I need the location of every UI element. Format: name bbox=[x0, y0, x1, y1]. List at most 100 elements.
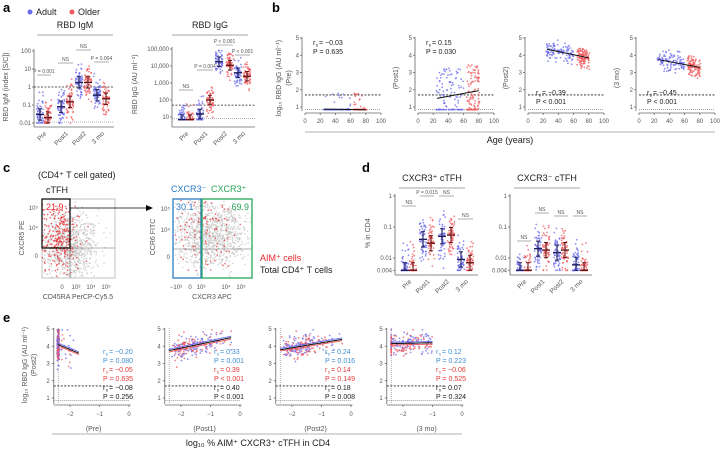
adult-point bbox=[457, 99, 460, 102]
total-cell-point bbox=[75, 254, 77, 256]
adult-point bbox=[60, 88, 63, 91]
older-point bbox=[467, 83, 470, 85]
older-point bbox=[526, 244, 528, 247]
total-cell-point bbox=[218, 216, 221, 219]
adult-point bbox=[443, 93, 445, 96]
total-cell-point bbox=[55, 252, 57, 255]
total-cell-point bbox=[85, 269, 88, 272]
total-cell-point bbox=[83, 253, 85, 256]
total-cell-point bbox=[187, 261, 190, 263]
total-cell-point bbox=[73, 245, 76, 247]
older-point bbox=[354, 103, 357, 106]
aim-cell-point bbox=[57, 230, 59, 233]
older-point bbox=[690, 55, 693, 58]
total-cell-point bbox=[185, 235, 187, 237]
total-cell-point bbox=[191, 227, 193, 230]
total-cell-point bbox=[95, 244, 97, 247]
total-cell-point bbox=[216, 232, 218, 234]
total-cell-point bbox=[182, 227, 184, 230]
total-cell-point bbox=[185, 218, 188, 220]
total-cell-point bbox=[70, 268, 72, 271]
adult-point bbox=[462, 87, 465, 89]
older-point bbox=[688, 62, 690, 65]
adult-point bbox=[214, 51, 217, 53]
total-cell-point bbox=[204, 235, 207, 238]
adult-point bbox=[668, 56, 671, 58]
adult-point bbox=[577, 249, 579, 252]
adult-point bbox=[461, 246, 464, 249]
adult-point bbox=[400, 260, 403, 263]
total-cell-point bbox=[98, 222, 100, 224]
older-point bbox=[696, 77, 699, 80]
total-cell-point bbox=[223, 211, 226, 214]
total-cell-point bbox=[84, 254, 87, 256]
adult-point bbox=[75, 71, 77, 74]
spearman-r: r s = 0.15 bbox=[426, 40, 452, 48]
adult-point bbox=[678, 67, 681, 70]
adult-point bbox=[81, 74, 83, 77]
older-point bbox=[450, 243, 453, 246]
total-cell-point bbox=[223, 200, 225, 203]
aim-cell-point bbox=[66, 244, 68, 247]
adult-point bbox=[443, 69, 445, 72]
aim-cell-point bbox=[57, 258, 59, 260]
adult-point bbox=[661, 62, 663, 65]
older-point bbox=[358, 98, 361, 100]
total-cell-point bbox=[42, 258, 44, 260]
adult-point bbox=[441, 86, 444, 89]
total-cell-point bbox=[186, 216, 188, 218]
adult-point bbox=[670, 66, 672, 69]
adult-point bbox=[93, 72, 96, 75]
older-point bbox=[361, 94, 363, 97]
adult-point bbox=[574, 251, 577, 254]
adult-point bbox=[555, 241, 557, 244]
x-tick-label: Post1 bbox=[53, 130, 70, 147]
adult-point bbox=[536, 237, 538, 240]
y-tick-label: 100,000 bbox=[147, 47, 169, 53]
older-point bbox=[244, 66, 247, 68]
total-cell-point bbox=[183, 219, 186, 222]
older-point bbox=[474, 80, 476, 82]
adult-point bbox=[35, 108, 38, 110]
total-cell-point bbox=[223, 222, 225, 225]
adult-point bbox=[79, 95, 82, 98]
older-point bbox=[225, 61, 228, 64]
total-cell-point bbox=[244, 233, 246, 235]
adult-point bbox=[437, 108, 439, 111]
adult-point bbox=[445, 68, 448, 71]
older-point bbox=[70, 78, 73, 80]
aim-cell-point bbox=[59, 219, 61, 222]
older-point bbox=[690, 57, 693, 59]
adult-point bbox=[548, 43, 550, 45]
total-cell-point bbox=[227, 220, 229, 223]
total-cell-point bbox=[79, 254, 81, 256]
x-tick-label: 0 bbox=[526, 119, 530, 125]
adult-point bbox=[183, 112, 186, 115]
older-point bbox=[66, 109, 69, 112]
x-tick-label: 100 bbox=[489, 119, 500, 125]
aim-cell-point bbox=[71, 223, 73, 226]
older-point bbox=[71, 119, 74, 121]
total-cell-point bbox=[87, 222, 89, 224]
x-tick-label: 80 bbox=[475, 119, 482, 125]
older-point bbox=[566, 250, 568, 253]
panel-label-b: b bbox=[272, 0, 280, 15]
adult-point bbox=[680, 65, 683, 67]
adult-point bbox=[662, 50, 664, 53]
older-point bbox=[452, 247, 455, 250]
total-cell-point bbox=[54, 236, 57, 238]
total-cell-point bbox=[62, 261, 64, 264]
adult-point bbox=[442, 267, 445, 270]
adult-point bbox=[37, 110, 39, 113]
adult-point bbox=[459, 248, 462, 251]
x-tick-label: Post2 bbox=[549, 278, 566, 295]
adult-point bbox=[457, 261, 459, 264]
adult-point bbox=[663, 55, 665, 58]
adult-point bbox=[535, 268, 537, 271]
y-tick-label: 1 bbox=[296, 105, 300, 111]
stat-symbol: r bbox=[313, 40, 316, 47]
total-cell-point bbox=[95, 253, 97, 256]
older-point bbox=[87, 98, 90, 100]
total-cell-point bbox=[210, 238, 212, 240]
total-cell-point bbox=[48, 262, 50, 265]
